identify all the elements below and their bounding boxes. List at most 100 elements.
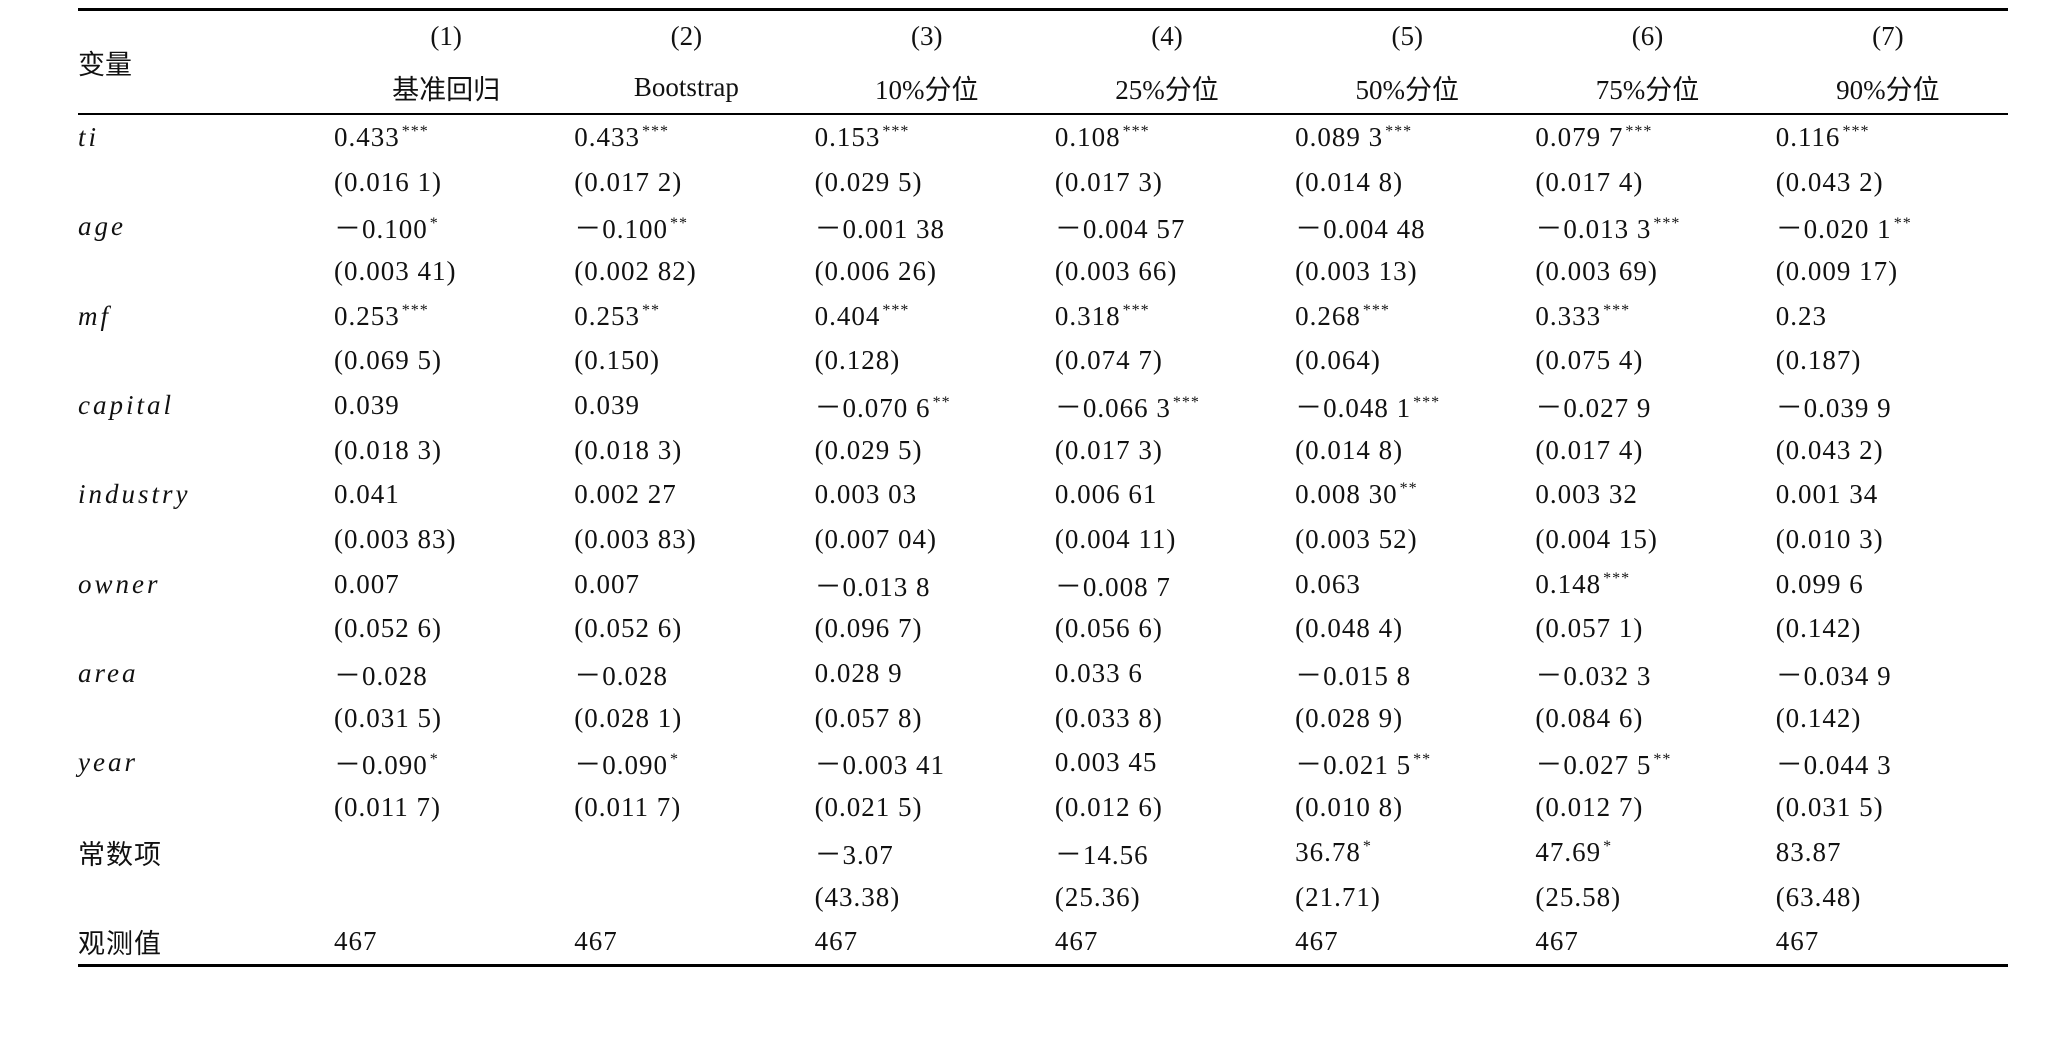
standard-error: (25.36) [1054, 881, 1141, 912]
cell: －0.004 57 [1047, 204, 1287, 249]
cell: (0.011 7) [326, 785, 566, 830]
cell [78, 249, 326, 294]
standard-error: (0.017 4) [1535, 434, 1644, 465]
variable-label: 常数项 [78, 839, 162, 870]
cell: －0.027 5 ** [1527, 741, 1767, 786]
cell: 0.007 [566, 562, 806, 607]
standard-error: (0.084 6) [1535, 702, 1644, 733]
standard-error: (0.006 26) [814, 255, 938, 286]
coefficient: －14.56 [1054, 839, 1149, 870]
standard-error: (0.012 7) [1535, 792, 1644, 823]
coefficient: －0.021 5 [1295, 750, 1412, 781]
coefficient: －0.028 [334, 661, 428, 692]
standard-error: (0.074 7) [1054, 345, 1163, 376]
coefficient: 0.268 [1295, 300, 1361, 331]
cell: (0.052 6) [566, 607, 806, 652]
coefficient: －0.070 6 [814, 392, 931, 423]
cell: (0.003 41) [326, 249, 566, 294]
standard-error: (0.017 4) [1535, 166, 1644, 197]
standard-error: (0.052 6) [334, 613, 442, 644]
standard-error: (25.58) [1535, 881, 1622, 912]
standard-error: (0.017 3) [1054, 434, 1163, 465]
se-row: (0.011 7) (0.011 7) (0.021 5) (0.012 6) (0.0… [78, 785, 2008, 830]
coefficient: 0.318 [1054, 300, 1121, 331]
standard-error: (0.003 83) [574, 524, 697, 555]
coefficient: 0.028 9 [814, 658, 903, 689]
significance-stars: *** [1413, 393, 1441, 411]
standard-error: (0.017 2) [574, 166, 683, 197]
column-name: 75%分位 [1595, 75, 1700, 105]
cell: 0.003 32 [1527, 473, 1767, 518]
cell: (0.057 1) [1527, 607, 1767, 652]
observations: 467 [574, 926, 618, 957]
cell: －3.07 [807, 830, 1047, 875]
cell: －0.048 1 *** [1287, 383, 1527, 428]
variable-label: industry [78, 479, 191, 510]
standard-error: (21.71) [1295, 881, 1381, 912]
coefficient: 0.148 [1535, 568, 1602, 599]
observations: 467 [1535, 926, 1579, 957]
cell: (0.069 5) [326, 338, 566, 383]
significance-stars: *** [1653, 215, 1681, 233]
standard-error: (0.150) [574, 345, 661, 376]
se-row: (0.069 5) (0.150) (0.128) (0.074 7) (0.064) (… [78, 338, 2008, 383]
cell: (0.003 13) [1287, 249, 1527, 294]
standard-error: (0.018 3) [334, 434, 442, 465]
cell: －0.028 [326, 651, 566, 696]
significance-stars: *** [401, 301, 429, 319]
cell: (0.014 8) [1287, 428, 1527, 473]
cell: (0.028 9) [1287, 696, 1527, 741]
significance-stars: ** [932, 393, 951, 411]
significance-stars: ** [1893, 215, 1912, 233]
cell: 0.153 *** [807, 114, 1047, 160]
cell: 0.039 [326, 383, 566, 428]
standard-error: (0.004 11) [1054, 524, 1177, 555]
cell: 0.008 30 ** [1287, 473, 1527, 518]
cell: －0.039 9 [1768, 383, 2008, 428]
cell: －0.013 8 [807, 562, 1047, 607]
coefficient: －0.013 3 [1535, 214, 1652, 245]
standard-error: (0.004 15) [1535, 524, 1658, 555]
cell [566, 875, 806, 920]
cell: (0.048 4) [1287, 607, 1527, 652]
standard-error: (0.017 3) [1054, 166, 1163, 197]
standard-error: (0.057 1) [1535, 613, 1644, 644]
cell: 0.033 6 [1047, 651, 1287, 696]
cell: －0.044 3 [1768, 741, 2008, 786]
se-row: (0.016 1) (0.017 2) (0.029 5) (0.017 3) (0.0… [78, 160, 2008, 205]
standard-error: (0.014 8) [1295, 434, 1404, 465]
header-row: 基准回归 Bootstrap 10%分位 25%分位 50%分位 75%分位 90%分位 [78, 62, 2008, 114]
cell [78, 875, 326, 920]
standard-error: (0.007 04) [814, 524, 938, 555]
standard-error: (0.002 82) [574, 255, 697, 286]
significance-stars: *** [1842, 122, 1870, 140]
variable-label: 观测值 [78, 929, 162, 960]
significance-stars: * [1362, 837, 1372, 855]
coefficient: 0.003 32 [1535, 479, 1638, 510]
significance-stars: * [670, 751, 680, 769]
significance-stars: ** [1413, 751, 1432, 769]
standard-error: (0.010 8) [1295, 792, 1404, 823]
coefficient: 0.333 [1535, 300, 1602, 331]
cell: (25.36) [1047, 875, 1287, 920]
significance-stars: *** [1625, 122, 1653, 140]
se-row: (0.003 41) (0.002 82) (0.006 26) (0.003 66)… [78, 249, 2008, 294]
cell: －0.066 3 *** [1047, 383, 1287, 428]
observations: 467 [1775, 926, 1820, 957]
cell: 0.003 03 [807, 473, 1047, 518]
coefficient: 0.063 [1295, 568, 1361, 599]
cell: －0.021 5 ** [1287, 741, 1527, 786]
significance-stars: *** [1603, 569, 1631, 587]
standard-error: (0.031 5) [1775, 792, 1884, 823]
coefficient: 0.003 45 [1054, 747, 1158, 778]
cell: (0.003 83) [566, 517, 806, 562]
header-cell: 变量 [78, 49, 132, 80]
cell: －0.008 7 [1047, 562, 1287, 607]
coefficient: －0.032 3 [1535, 661, 1652, 692]
standard-error: (0.003 69) [1535, 255, 1658, 286]
coefficient: 0.23 [1775, 300, 1827, 331]
coefficient: －0.090 [334, 750, 428, 781]
cell: (0.052 6) [326, 607, 566, 652]
column-number: (6) [1631, 21, 1664, 51]
coef-row: capital 0.039 0.039 －0.070 6 ** －0.066 3 *** －0… [78, 383, 2008, 428]
